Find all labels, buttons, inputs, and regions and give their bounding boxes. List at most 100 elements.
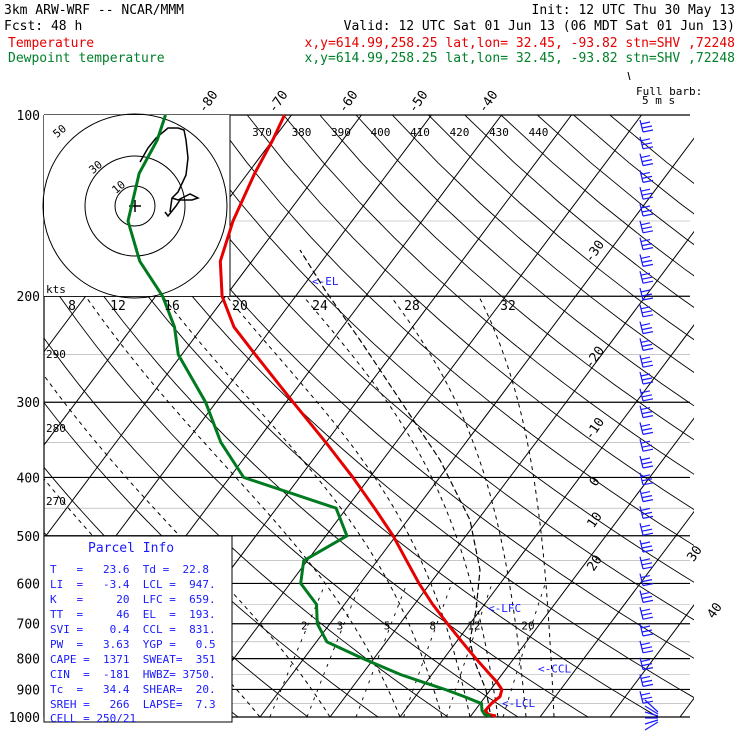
wind-barb-shaft — [639, 674, 644, 687]
wind-barb-flag — [642, 263, 654, 267]
wind-barb-flag — [642, 314, 654, 318]
wind-barb-flag — [640, 642, 651, 646]
isotherm-label-right: -30 — [582, 238, 608, 266]
wind-barb-flag — [640, 659, 651, 663]
wind-barb-surface — [644, 721, 659, 731]
wind-barb-flag — [640, 155, 651, 159]
wind-barb-flag — [641, 259, 653, 263]
wind-barb — [639, 590, 654, 603]
wind-barb-shaft — [639, 439, 644, 452]
wind-barb-shaft — [639, 405, 644, 418]
wind-barb-flag — [641, 411, 653, 415]
wind-barb-flag — [641, 159, 653, 163]
dry-adiabat-label: 270 — [46, 495, 66, 508]
parcel-info-panel — [43, 535, 233, 723]
wind-barb-flag — [640, 692, 651, 696]
wind-barb-flag — [640, 591, 651, 595]
wind-barb-shaft — [639, 472, 644, 485]
parcel-row: CAPE = 1371 SWEAT= 351 — [50, 653, 216, 666]
wind-barb — [639, 321, 654, 335]
isotherm-label-right: 30 — [684, 543, 705, 564]
wind-barb — [639, 556, 654, 570]
temperature-legend-label: Temperature — [8, 36, 94, 51]
dry-adiabat — [210, 115, 694, 547]
mixing-ratio-line — [446, 583, 493, 717]
init-time: Init: 12 UTC Thu 30 May 13 — [532, 3, 736, 18]
wind-barb — [639, 539, 654, 553]
wind-barb-flag — [641, 310, 653, 314]
wind-barb-flag — [640, 423, 651, 427]
wind-barb-flag — [641, 209, 653, 213]
dry-adiabat — [174, 115, 694, 583]
theta-e-label: 380 — [292, 126, 312, 139]
mixing-ratio-label: 2 — [301, 619, 308, 632]
wind-barb-flag — [641, 579, 653, 583]
wind-barb-flag — [640, 575, 651, 579]
wind-barb-flag — [642, 683, 654, 687]
pressure-tick-label: 700 — [17, 618, 40, 633]
wind-barb-flag — [640, 272, 651, 276]
wind-barb-flag — [641, 142, 653, 146]
parcel-row: CIN = -181 HWBZ= 3750. — [50, 668, 216, 681]
dry-adiabat — [391, 115, 694, 373]
isotherm-label-top: -50 — [406, 88, 432, 116]
pressure-tick-label: 200 — [17, 290, 40, 305]
wind-barb — [639, 170, 654, 183]
wind-barb-flag — [642, 364, 654, 368]
wind-barb — [639, 338, 654, 351]
dry-adiabat — [65, 115, 694, 699]
wind-barb — [639, 455, 654, 469]
wind-barb-shaft — [639, 607, 644, 620]
wind-barb — [639, 506, 654, 519]
wind-barb-flag — [641, 562, 653, 566]
isotherm-label-top: -80 — [196, 88, 222, 116]
wind-barb-shaft — [639, 203, 644, 217]
wind-barb-shaft — [639, 506, 644, 519]
hodograph-speed-label: 8 — [68, 299, 76, 314]
wind-barb — [639, 220, 654, 234]
isotherm-label-right: 40 — [704, 600, 725, 621]
parcel-row: PW = 3.63 YGP = 0.5 — [50, 638, 216, 651]
wind-barb-flag — [642, 347, 654, 351]
theta-e-label: 370 — [252, 126, 272, 139]
moist-adiabat — [478, 295, 555, 717]
wind-barb-flag — [640, 289, 651, 293]
wind-barb-shaft — [639, 355, 644, 368]
mixing-ratio-line — [502, 583, 546, 717]
wind-barb — [639, 304, 654, 318]
dry-adiabat — [44, 140, 659, 717]
mixing-ratio-label: 20 — [521, 619, 534, 632]
wind-barb-flag — [642, 566, 654, 570]
wind-barb — [639, 153, 654, 167]
profile-lines — [126, 114, 504, 718]
isotherm-label-right: -10 — [582, 415, 608, 443]
wind-barb-flag — [642, 448, 654, 452]
wind-barb-shaft — [639, 455, 644, 469]
wind-barb-flag — [640, 205, 651, 209]
wind-barb-shaft — [639, 136, 644, 149]
theta-e-label: 420 — [450, 126, 470, 139]
hodograph-speed-label: 24 — [312, 299, 328, 314]
wind-barb-flag — [642, 633, 654, 637]
wind-barb-flag — [642, 650, 654, 654]
mixing-ratio-label: 3 — [337, 619, 344, 632]
pressure-tick-label: 600 — [17, 577, 40, 592]
full-barb-units: 5 m s — [642, 94, 675, 107]
parcel-path — [299, 249, 491, 713]
wind-barb-shaft — [639, 657, 644, 670]
wind-barb-shaft — [639, 523, 644, 536]
wind-barb-flag — [642, 398, 654, 402]
parcel-row: LI = -3.4 LCL = 947. — [50, 578, 216, 591]
wind-barb-flag — [641, 327, 653, 331]
isotherm-label-right: 0 — [587, 474, 604, 489]
wind-barb-flag — [641, 175, 653, 179]
wind-barb-flag — [640, 390, 651, 394]
theta-e-label: 430 — [489, 126, 509, 139]
theta-e-label: 410 — [410, 126, 430, 139]
wind-barb-flag — [641, 612, 653, 616]
full-barb-label: Full barb: — [636, 85, 702, 98]
wind-barb — [639, 523, 654, 536]
wind-barb-flag — [642, 247, 654, 251]
